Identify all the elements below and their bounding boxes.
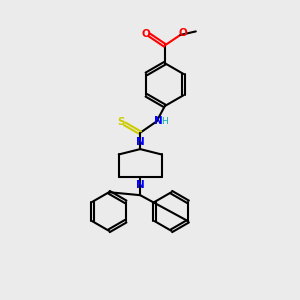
Text: N: N	[154, 116, 163, 126]
Text: O: O	[141, 29, 150, 39]
Text: N: N	[136, 137, 145, 147]
Text: N: N	[136, 180, 145, 190]
Text: O: O	[178, 28, 187, 38]
Text: S: S	[117, 117, 124, 127]
Text: H: H	[161, 117, 168, 126]
